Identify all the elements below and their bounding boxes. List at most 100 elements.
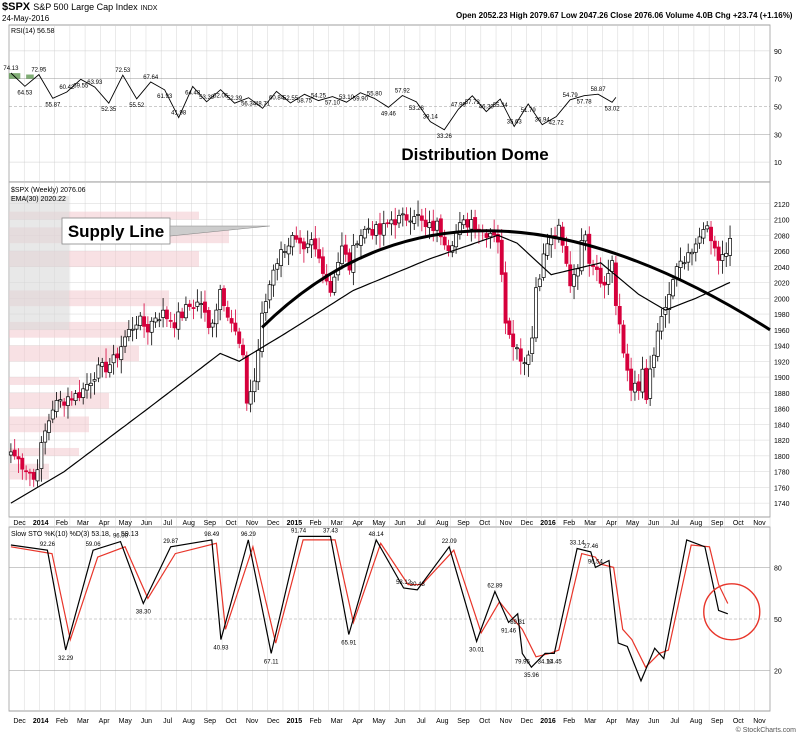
candle-body xyxy=(157,319,162,322)
x-axis-month-label: Aug xyxy=(690,520,703,527)
x-axis-month-label: Jul xyxy=(670,718,679,725)
candle-body xyxy=(651,354,656,368)
x-axis-month-label: 2016 xyxy=(540,520,556,527)
candle-body xyxy=(176,311,181,330)
price-tick-label: 1860 xyxy=(774,407,790,414)
candle-body xyxy=(724,252,729,257)
candle-body xyxy=(339,245,344,264)
candle-body xyxy=(522,362,527,365)
candle-body xyxy=(640,368,645,393)
sto-tick-label: 50 xyxy=(774,617,782,624)
price-tick-label: 2100 xyxy=(774,218,790,225)
candle-body xyxy=(511,333,516,348)
candle-body xyxy=(435,220,440,231)
candle-body xyxy=(530,337,535,354)
rsi-value-label: 57.92 xyxy=(395,88,411,94)
candle-body xyxy=(697,236,702,244)
candle-body xyxy=(244,355,249,404)
candle-body xyxy=(454,232,459,248)
rsi-tick-label: 70 xyxy=(774,77,782,84)
candle-body xyxy=(183,304,188,319)
price-tick-label: 2080 xyxy=(774,233,790,240)
sto-value-label: 65.91 xyxy=(341,640,357,646)
x-axis-month-label: Jul xyxy=(670,520,679,527)
candle-body xyxy=(671,279,675,297)
sto-value-label: 67.11 xyxy=(264,659,279,665)
candle-body xyxy=(111,354,116,364)
sto-value-label: 33.14 xyxy=(570,540,586,546)
sto-value-label: 62.89 xyxy=(487,583,503,589)
candle-body xyxy=(123,336,128,347)
candle-body xyxy=(461,219,466,226)
candle-body xyxy=(617,306,622,325)
candle-body xyxy=(20,457,25,470)
axes-labels: 10 30 50 70 90 1740 1760 1780 1800 1820 1840 1860 18… xyxy=(13,49,789,725)
candle-body xyxy=(43,430,48,443)
x-axis-month-label: Apr xyxy=(99,718,111,725)
volume-by-price-bar xyxy=(9,447,79,456)
stockcharts-watermark: © StockCharts.com xyxy=(735,727,796,734)
sto-value-label: 91.46 xyxy=(501,628,517,634)
x-axis-month-label: Jul xyxy=(417,520,426,527)
sto-value-label: 35.96 xyxy=(524,673,540,679)
candle-body xyxy=(62,401,67,406)
x-axis-month-label: May xyxy=(626,718,640,725)
x-axis-month-label: Dec xyxy=(521,520,534,527)
candle-body xyxy=(260,312,264,352)
rsi-value-label: 39.14 xyxy=(423,115,439,121)
x-axis-month-label: May xyxy=(119,520,133,527)
candle-body xyxy=(12,449,17,457)
supply-line-box xyxy=(61,217,171,245)
rsi-value-label: 53.28 xyxy=(409,106,425,112)
candle-body xyxy=(579,240,584,272)
candle-body xyxy=(408,220,413,223)
x-axis-month-label: Mar xyxy=(331,520,344,527)
rsi-tick-label: 90 xyxy=(774,49,782,56)
rsi-value-label: 46.30 xyxy=(479,105,495,111)
candle-body xyxy=(180,311,185,319)
candle-body xyxy=(659,316,664,332)
dome-annotation: Distribution Dome xyxy=(401,145,548,164)
candle-body xyxy=(389,219,394,225)
candle-body xyxy=(568,264,573,287)
candle-body xyxy=(686,252,691,263)
x-axis-month-label: Oct xyxy=(479,520,490,527)
candle-body xyxy=(412,216,417,224)
candle-body xyxy=(613,262,618,306)
rsi-value-label: 52.35 xyxy=(101,107,117,113)
x-axis-month-label: Sep xyxy=(457,718,470,725)
candle-body xyxy=(39,442,44,469)
candle-body xyxy=(381,223,386,236)
price-tick-label: 2000 xyxy=(774,296,790,303)
candle-body xyxy=(85,383,89,391)
distribution-dome-arc xyxy=(260,229,771,332)
rsi-value-label: 54.25 xyxy=(311,94,327,100)
candle-body xyxy=(423,219,428,228)
x-axis-month-label: Oct xyxy=(226,718,237,725)
rsi-value-label: 35.63 xyxy=(507,119,523,125)
rsi-value-label: 64.53 xyxy=(17,90,33,96)
candle-body xyxy=(564,246,569,264)
sto-value-label: 59.06 xyxy=(86,542,102,548)
price-tick-label: 2120 xyxy=(774,202,790,209)
candle-body xyxy=(693,243,698,253)
x-axis-month-label: Dec xyxy=(521,718,534,725)
symbol-title: $SPX S&P 500 Large Cap Index INDX xyxy=(2,1,157,13)
candle-body xyxy=(222,288,226,307)
candle-body xyxy=(252,380,257,393)
candle-body xyxy=(370,229,375,236)
rsi-value-label: 55.34 xyxy=(493,103,509,109)
candle-body xyxy=(572,274,576,287)
candle-body xyxy=(279,249,284,266)
candle-body xyxy=(203,301,207,313)
sto-title-k: Slow STO %K(10) %D(3) 53.18, xyxy=(11,531,111,538)
x-axis-month-label: Feb xyxy=(563,718,575,725)
candle-body xyxy=(145,324,150,333)
candle-body xyxy=(473,217,478,231)
candle-body xyxy=(366,227,371,230)
x-axis-month-label: Apr xyxy=(99,520,111,527)
candle-body xyxy=(655,330,660,357)
candle-body xyxy=(438,218,443,238)
candle-body xyxy=(107,364,112,373)
candle-body xyxy=(545,243,550,256)
